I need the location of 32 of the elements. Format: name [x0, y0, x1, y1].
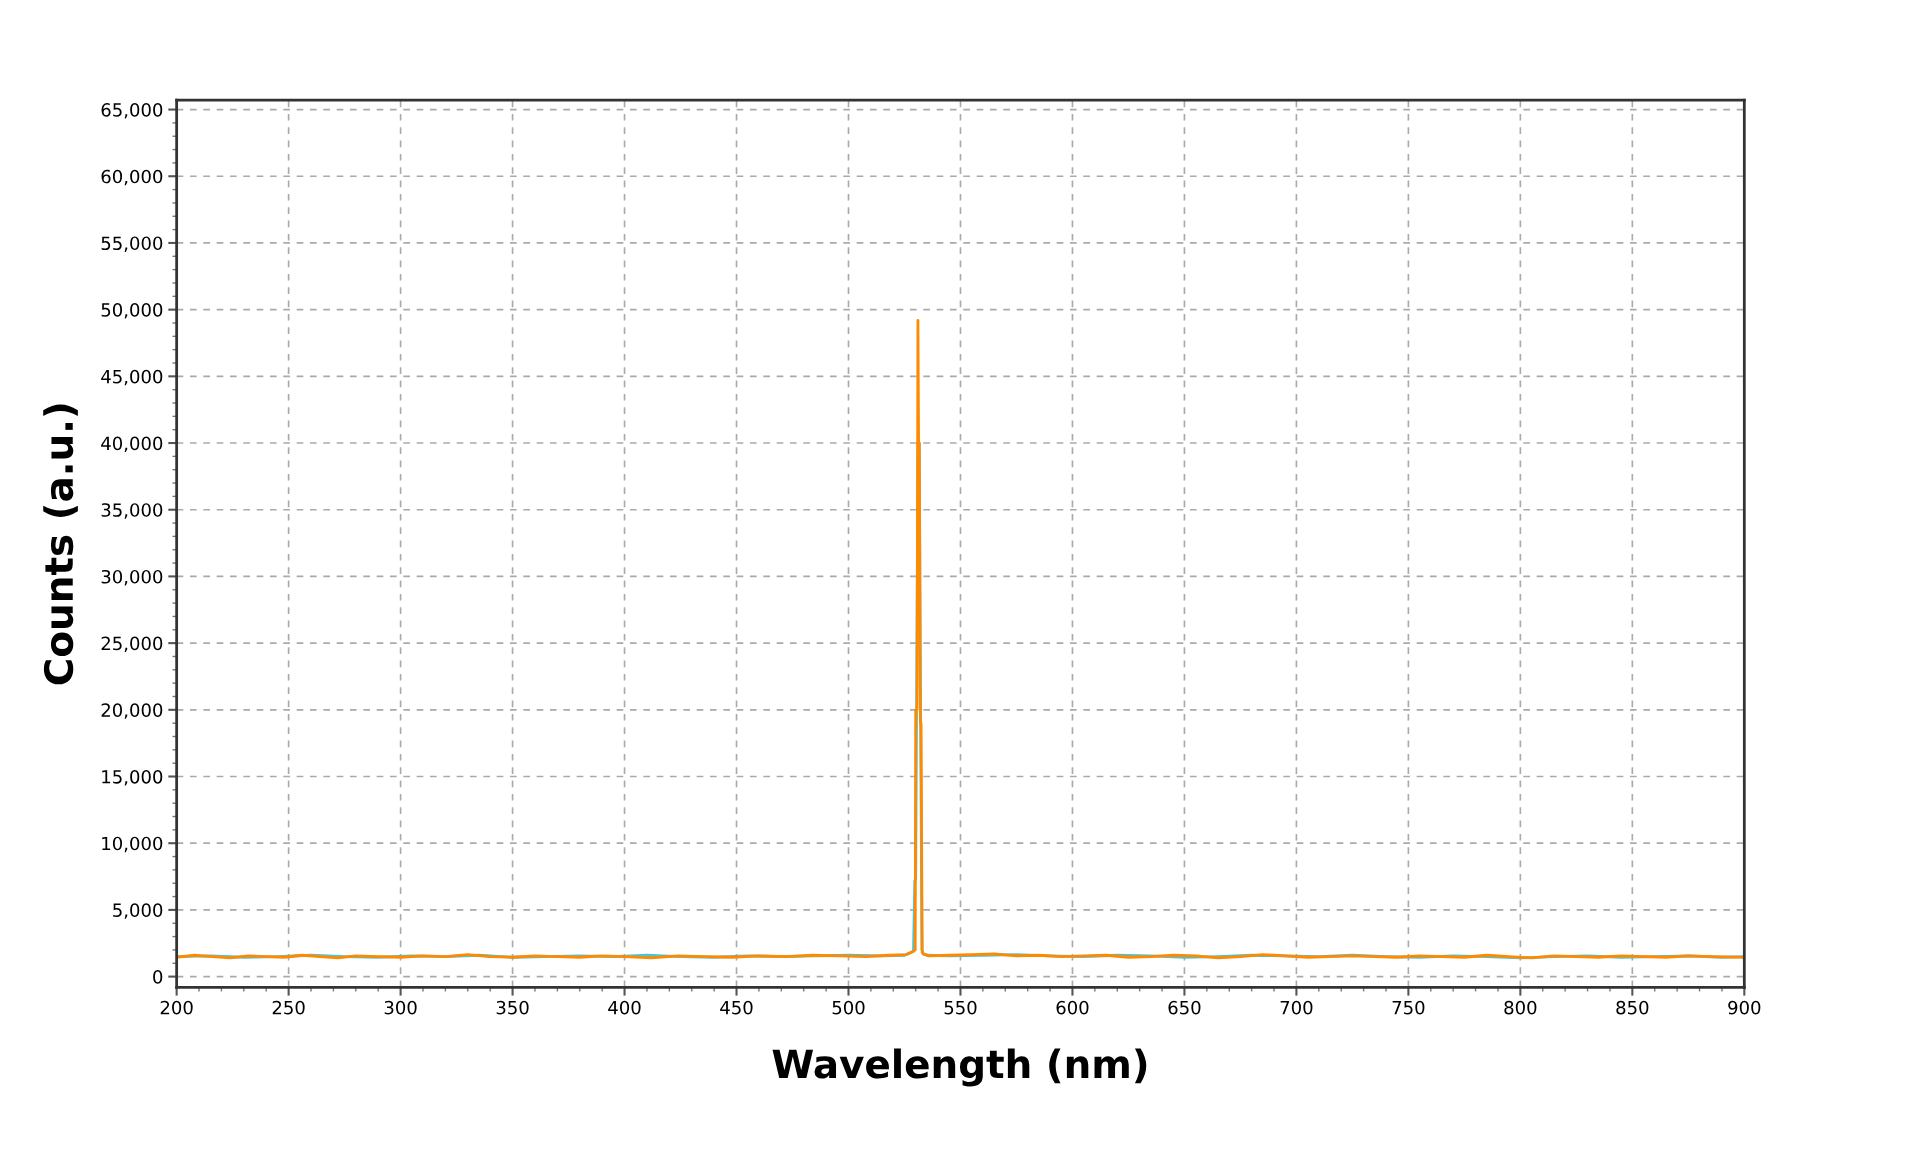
y-tick-label: 0 [153, 970, 163, 984]
x-tick-label: 750 [1392, 1000, 1425, 1015]
x-tick-label: 800 [1504, 1000, 1537, 1015]
y-tick-label: 55,000 [101, 236, 163, 252]
y-tick-label: 60,000 [101, 169, 163, 186]
x-tick-label: 550 [944, 1000, 977, 1015]
y-tick-label: 40,000 [101, 436, 163, 452]
y-tick-label: 35,000 [101, 503, 163, 519]
line-series [176, 318, 1745, 960]
x-tick-label: 650 [1168, 1000, 1201, 1015]
y-tick-label: 45,000 [101, 369, 163, 386]
y-tick-label: 65,000 [101, 103, 163, 119]
x-axis-title: Wavelength (nm) [772, 1048, 1147, 1087]
y-tick-label: 15,000 [102, 769, 163, 786]
x-tick-label: 250 [272, 1000, 305, 1015]
y-tick-label: 5,000 [113, 903, 163, 919]
x-tick-label: 400 [608, 1000, 641, 1015]
y-tick-label: 25,000 [101, 636, 163, 653]
x-tick-label: 850 [1616, 1000, 1649, 1015]
x-tick-label: 500 [832, 1000, 865, 1015]
x-tick-label: 350 [496, 1000, 529, 1015]
y-tick-label: 50,000 [101, 303, 163, 319]
x-tick-label: 600 [1056, 1000, 1089, 1015]
x-tick-label: 300 [384, 1000, 417, 1015]
x-tick-label: 200 [160, 1000, 193, 1015]
y-tick-label: 10,000 [102, 836, 163, 853]
x-tick-label: 900 [1728, 1000, 1761, 1015]
y-tick-label: 30,000 [101, 569, 163, 586]
x-tick-label: 450 [720, 1000, 753, 1015]
x-tick-label: 700 [1280, 1000, 1313, 1015]
y-tick-label: 20,000 [101, 703, 163, 719]
y-axis-title: Counts (a.u.) [43, 404, 78, 685]
